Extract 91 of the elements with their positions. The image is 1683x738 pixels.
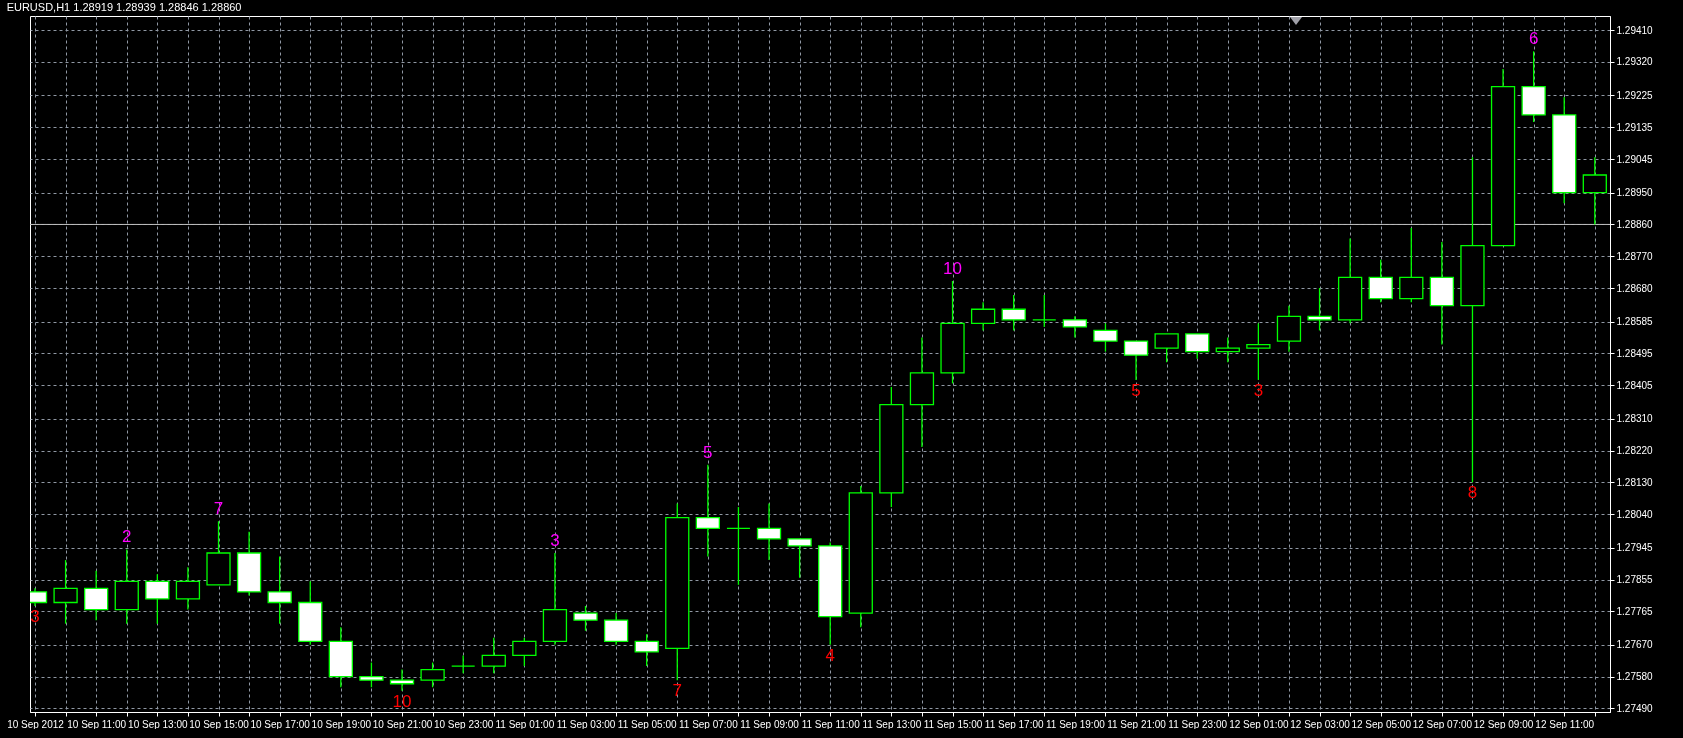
y-tick-label: 1.28860 [1616,218,1654,230]
candlestick [1154,333,1179,363]
x-tick-label: 12 Sep 07:00 [1412,718,1473,730]
y-tick-label: 1.28495 [1616,347,1654,359]
x-tick-label: 11 Sep 17:00 [984,718,1045,730]
candlestick [1215,336,1240,363]
y-tick-label: 1.29320 [1616,56,1654,68]
candlestick [359,661,384,688]
candlestick [175,566,201,611]
candlestick [603,612,629,646]
x-tick-label: 11 Sep 01:00 [495,718,555,730]
annotation: 7 [672,681,683,701]
annotation: 3 [550,531,560,551]
candlestick [726,506,751,586]
candlestick [1582,156,1607,226]
x-tick-label: 10 Sep 17:00 [250,718,311,730]
annotation: 7 [213,499,224,519]
candlestick [1399,227,1424,303]
y-tick-label: 1.27580 [1616,671,1654,683]
y-tick-label: 1.28040 [1616,508,1654,520]
candlestick [756,502,782,561]
candlestick [512,637,537,667]
annotation: 3 [1253,380,1264,400]
x-tick-label: 12 Sep 01:00 [1229,718,1290,730]
x-tick-label: 11 Sep 19:00 [1045,718,1106,730]
candlestick [481,637,506,674]
x-tick-label: 10 Sep 13:00 [128,718,189,730]
y-tick-label: 1.28680 [1616,282,1654,294]
y-tick-label: 1.29225 [1616,89,1654,101]
candlestick [1185,333,1210,360]
x-tick-label: 11 Sep 15:00 [923,718,983,730]
y-tick-label: 1.27945 [1616,542,1654,554]
annotation: 5 [703,442,713,462]
y-tick-label: 1.27765 [1616,605,1654,617]
candlestick [1093,322,1118,353]
candlestick [634,633,659,667]
candlestick [420,661,445,688]
x-tick-label: 12 Sep 09:00 [1473,718,1534,730]
annotation: 2 [122,527,132,547]
x-tick-label: 11 Sep 23:00 [1168,718,1228,730]
y-tick-label: 1.28950 [1616,187,1654,199]
annotation: 10 [392,691,412,711]
annotation: 8 [1467,483,1478,503]
x-tick-label: 10 Sep 19:00 [311,718,372,730]
y-tick-label: 1.29135 [1616,121,1654,133]
x-tick-label: 12 Sep 11:00 [1535,718,1595,730]
y-tick-label: 1.28405 [1616,379,1654,391]
annotation: 10 [943,258,962,278]
y-tick-label: 1.27490 [1616,702,1654,714]
candlestick [1123,340,1149,381]
annotation: 5 [1131,380,1141,400]
x-tick-label: 10 Sep 23:00 [433,718,494,730]
candlestick [267,555,292,625]
candlestick [573,605,598,632]
y-tick-label: 1.27855 [1616,574,1654,586]
x-tick-label: 12 Sep 05:00 [1351,718,1412,730]
candlestick [84,570,109,621]
x-tick-label: 11 Sep 05:00 [617,718,677,730]
y-tick-label: 1.28770 [1616,250,1654,262]
x-tick-label: 11 Sep 13:00 [862,718,922,730]
y-tick-label: 1.29045 [1616,153,1654,165]
y-tick-label: 1.28130 [1616,476,1654,488]
candlestick [970,301,996,332]
candlestick [145,573,170,625]
x-tick-label: 10 Sep 15:00 [189,718,250,730]
x-tick-label: 10 Sep 21:00 [372,718,433,730]
annotation: 6 [1528,29,1539,49]
x-tick-label: 10 Sep 2012 [7,718,65,730]
candlestick [1032,294,1057,328]
x-tick-label: 10 Sep 11:00 [67,718,127,730]
annotation: 3 [30,607,40,627]
x-tick-label: 11 Sep 03:00 [556,718,616,730]
y-tick-label: 1.28310 [1616,413,1654,425]
x-tick-label: 12 Sep 03:00 [1290,718,1351,730]
x-tick-label: 11 Sep 09:00 [740,718,800,730]
candlestick [1368,259,1393,303]
candlestick [1001,294,1026,332]
x-tick-label: 11 Sep 11:00 [801,718,861,730]
candlestick [787,538,812,579]
y-tick-label: 1.27670 [1616,639,1654,651]
chart-title: EURUSD,H1 1.28919 1.28939 1.28846 1.28860 [6,1,242,13]
y-tick-label: 1.28585 [1616,316,1654,328]
candlestick [1062,315,1088,339]
y-tick-label: 1.28220 [1616,445,1654,457]
candlestick [695,464,721,558]
candlestick [53,559,78,625]
annotation: 4 [825,645,835,665]
x-tick-label: 11 Sep 07:00 [678,718,739,730]
candlestick [1246,322,1271,381]
x-tick-label: 11 Sep 21:00 [1107,718,1167,730]
y-tick-label: 1.29410 [1616,24,1654,36]
